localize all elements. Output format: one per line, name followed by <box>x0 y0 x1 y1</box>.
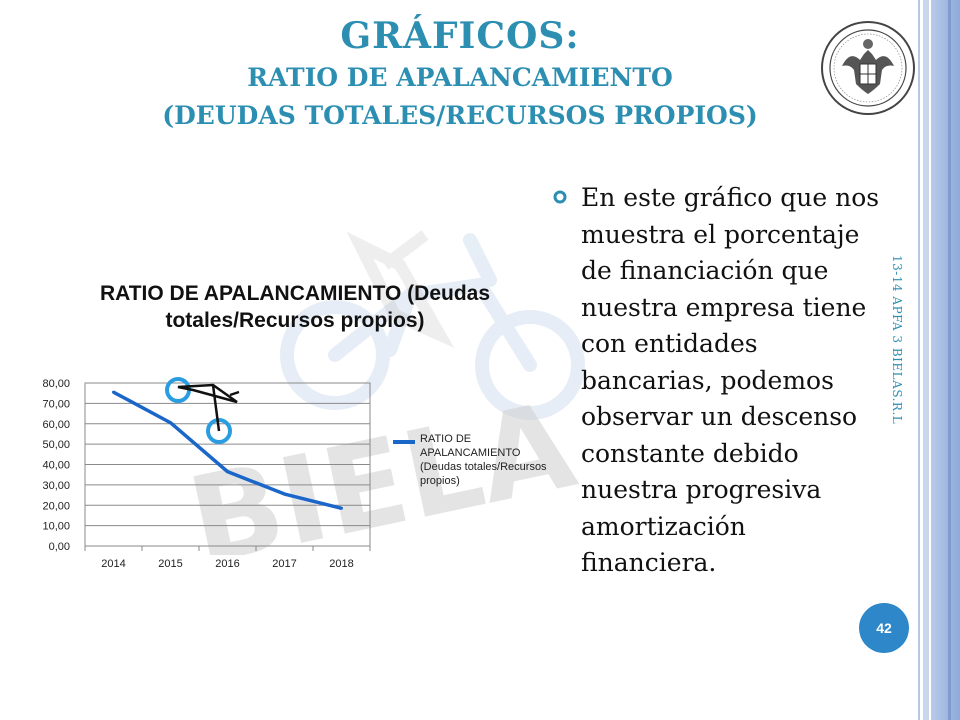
decor-stripe <box>918 0 920 720</box>
bullet-ring-icon <box>553 190 567 204</box>
data-point <box>169 421 172 425</box>
data-point <box>340 506 343 510</box>
y-tick-label: 70,00 <box>42 398 70 410</box>
x-tick-label: 2017 <box>272 558 296 570</box>
legend-line-swatch <box>393 440 415 444</box>
title-line-1: GRÁFICOS: <box>340 15 580 57</box>
slide-title: GRÁFICOS: RATIO DE APALANCAMIENTO (DEUDA… <box>10 14 910 134</box>
y-tick-label: 20,00 <box>42 500 70 512</box>
y-tick-label: 60,00 <box>42 419 70 431</box>
university-seal-icon <box>821 21 915 115</box>
bullet-text: En este gráfico que nos muestra el porce… <box>581 183 880 577</box>
data-point <box>283 492 286 496</box>
decor-stripe <box>948 0 951 720</box>
x-tick-label: 2014 <box>101 558 125 570</box>
title-line-3: (DEUDAS TOTALES/RECURSOS PROPIOS) <box>162 101 758 130</box>
bicycle-frame-icon <box>177 383 240 432</box>
bicycle-wheel-icon <box>206 418 232 444</box>
y-tick-label: 10,00 <box>42 521 70 533</box>
side-caption-text: 13-14 APFA 3 BIELAS.R.L <box>890 255 904 425</box>
page-number-badge: 42 <box>859 603 909 653</box>
legend-label: RATIO DE APALANCAMIENTO (Deudas totales/… <box>420 433 547 487</box>
y-tick-label: 30,00 <box>42 480 70 492</box>
y-tick-label: 80,00 <box>42 378 70 390</box>
y-tick-label: 50,00 <box>42 439 70 451</box>
series-line <box>112 390 342 511</box>
y-tick-label: 40,00 <box>42 460 70 472</box>
y-tick-label: 0,00 <box>49 541 70 553</box>
decor-stripe <box>923 0 929 720</box>
bicycle-wheel-icon <box>165 377 191 403</box>
x-tick-label: 2015 <box>158 558 182 570</box>
x-tick-label: 2018 <box>329 558 353 570</box>
side-caption: 13-14 APFA 3 BIELAS.R.L <box>888 255 908 475</box>
x-tick-label: 2016 <box>215 558 239 570</box>
data-point <box>112 390 115 394</box>
decor-stripe <box>931 0 960 720</box>
title-line-2: RATIO DE APALANCAMIENTO <box>247 63 673 92</box>
chart-title: RATIO DE APALANCAMIENTO (Deudas totales/… <box>99 282 491 332</box>
data-point <box>226 470 229 474</box>
line-chart: 80,00 70,00 60,00 50,00 40,00 30,00 20,00 10,00… <box>42 377 371 570</box>
